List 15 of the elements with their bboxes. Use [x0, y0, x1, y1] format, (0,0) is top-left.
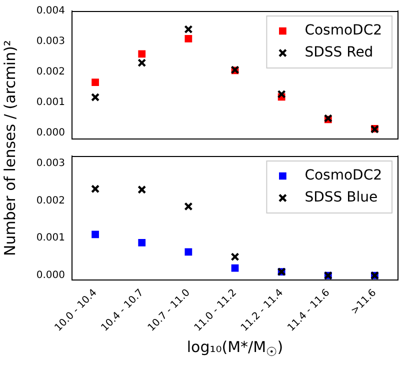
y-tick-label: 0.000 — [36, 270, 65, 282]
y-tick-label: 0.003 — [36, 36, 65, 48]
y-axis-title: Number of lenses / (arcmin)² — [1, 40, 19, 256]
y-tick-label: 0.001 — [36, 97, 65, 108]
y-tick-label: 0.002 — [36, 195, 65, 206]
legend-label: CosmoDC2 — [304, 22, 382, 39]
y-tick-label: 0.001 — [36, 232, 65, 244]
y-tick-label: 0.000 — [36, 128, 65, 138]
y-tick-label: 0.002 — [36, 66, 65, 78]
x-axis-title: log₁₀(M*/M$_{☉}$) — [186, 338, 284, 359]
legend-label: CosmoDC2 — [304, 168, 382, 184]
y-tick-label: 0.004 — [36, 6, 65, 17]
y-tick-label: 0.003 — [36, 158, 65, 170]
legend-label: SDSS Red — [304, 44, 374, 61]
legend-label: SDSS Blue — [304, 190, 378, 206]
